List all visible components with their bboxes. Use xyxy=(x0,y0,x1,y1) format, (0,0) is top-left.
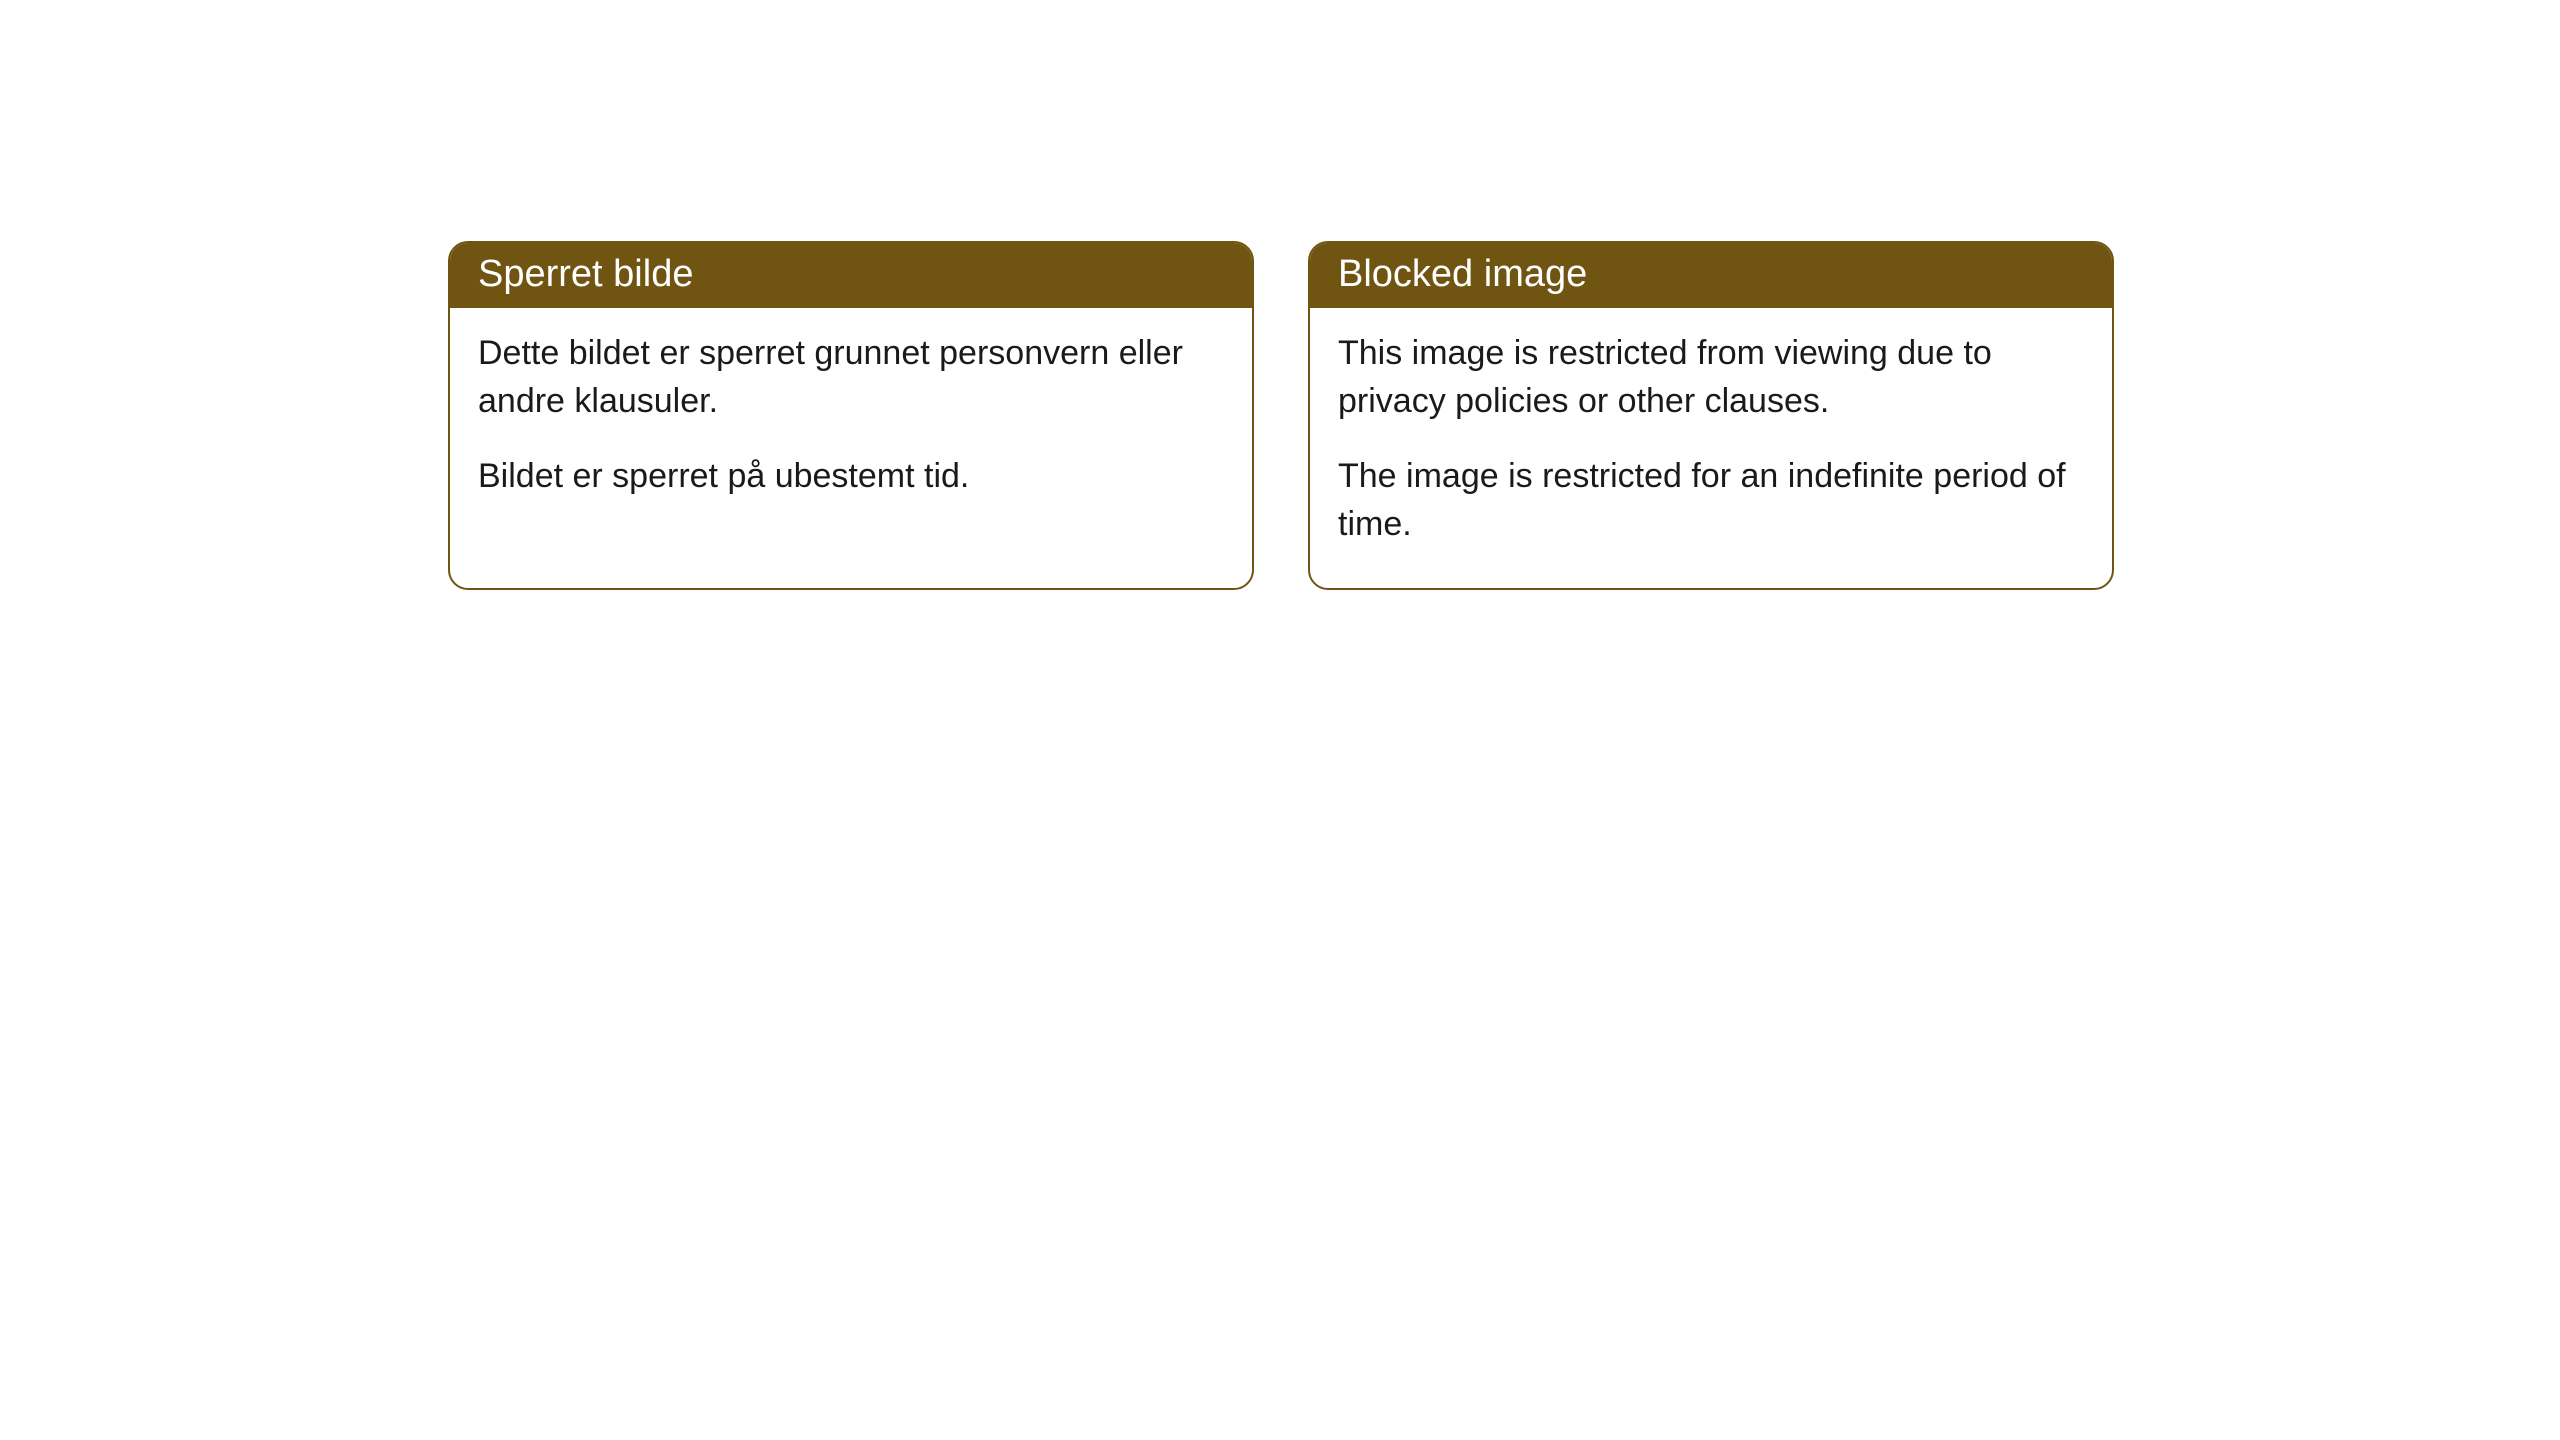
card-paragraph-2: Bildet er sperret på ubestemt tid. xyxy=(478,453,1224,501)
card-body: Dette bildet er sperret grunnet personve… xyxy=(450,308,1252,541)
card-paragraph-1: Dette bildet er sperret grunnet personve… xyxy=(478,330,1224,425)
card-body: This image is restricted from viewing du… xyxy=(1310,308,2112,588)
card-header: Sperret bilde xyxy=(450,243,1252,308)
card-title: Blocked image xyxy=(1338,253,1587,295)
cards-container: Sperret bilde Dette bildet er sperret gr… xyxy=(448,241,2114,590)
card-paragraph-2: The image is restricted for an indefinit… xyxy=(1338,453,2084,548)
blocked-image-card-norwegian: Sperret bilde Dette bildet er sperret gr… xyxy=(448,241,1254,590)
card-header: Blocked image xyxy=(1310,243,2112,308)
card-title: Sperret bilde xyxy=(478,253,693,295)
card-paragraph-1: This image is restricted from viewing du… xyxy=(1338,330,2084,425)
blocked-image-card-english: Blocked image This image is restricted f… xyxy=(1308,241,2114,590)
